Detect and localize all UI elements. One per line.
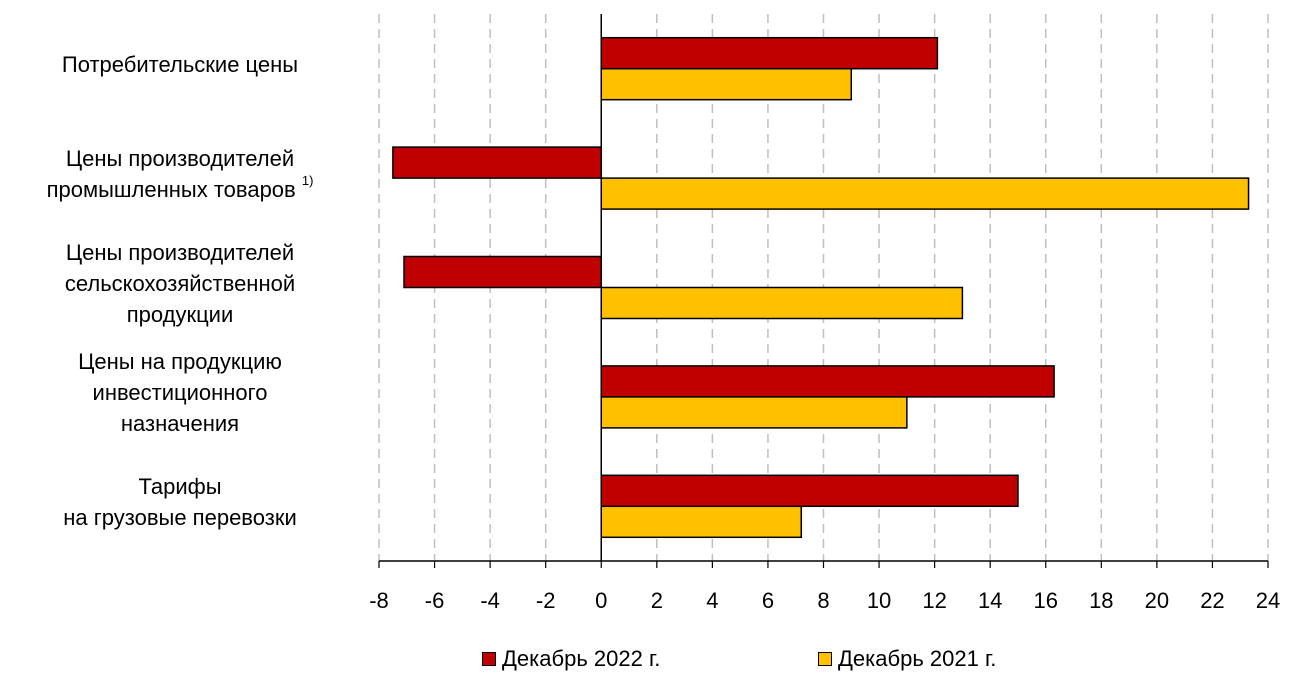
x-tick-label: -6 [425, 588, 445, 613]
x-tick-label: 10 [867, 588, 891, 613]
category-label-line: Цены производителей [65, 240, 295, 265]
x-tick-label: 22 [1200, 588, 1224, 613]
x-tick-label: -8 [369, 588, 389, 613]
category-label-line: Цены на продукцию [78, 349, 282, 375]
category-label-line: продукции [126, 302, 234, 327]
bar-dec-2021 [600, 177, 1250, 210]
legend-swatch-dec-2021 [818, 652, 832, 666]
category-label-line: Тарифы [138, 474, 222, 500]
bar-dec-2022 [600, 474, 1019, 508]
x-tick-label: 12 [922, 588, 946, 613]
legend-swatch-dec-2022 [482, 652, 496, 666]
bar-dec-2021 [600, 396, 908, 429]
x-tick-label: 8 [817, 588, 829, 613]
category-label: Цены производителей сельскохозяйственной п… [0, 237, 360, 330]
legend-item-dec-2022: Декабрь 2022 г. [482, 644, 660, 674]
category-label-line: Цены производителей [65, 146, 295, 172]
x-tick-label: 24 [1256, 588, 1280, 613]
x-tick-label: 14 [978, 588, 1002, 613]
category-label: Потребительские цены [0, 49, 360, 80]
bar-dec-2022 [600, 36, 939, 70]
category-label: Тарифы на грузовые перевозки [0, 471, 360, 533]
bar-chart: -8 -6 -4 -2 0 2 4 6 8 10 12 14 16 18 20 22 24 [369, 14, 1280, 613]
category-label-line: назначения [120, 411, 240, 437]
legend-label-dec-2021: Декабрь 2021 г. [838, 646, 997, 671]
x-tick-label: 6 [762, 588, 774, 613]
x-tick-label: 2 [651, 588, 663, 613]
x-tick-label: 18 [1089, 588, 1113, 613]
bar-dec-2021 [600, 286, 964, 320]
axes [378, 14, 1269, 568]
tick-labels: -8 -6 -4 -2 0 2 4 6 8 10 12 14 16 18 20 22 24 [369, 588, 1280, 613]
x-tick-label: 0 [595, 588, 607, 613]
bar-dec-2021 [600, 67, 853, 101]
category-label: Цены на продукцию инвестиционного назначен… [0, 346, 360, 439]
x-tick-label: -2 [536, 588, 556, 613]
category-label-line: Потребительские цены [61, 52, 299, 78]
legend-label-dec-2022: Декабрь 2022 г. [502, 646, 661, 671]
bar-dec-2022 [600, 365, 1055, 398]
bars [392, 36, 1250, 539]
bar-dec-2022 [392, 146, 602, 179]
category-label-line: сельскохозяйственной [64, 271, 296, 296]
bar-dec-2021 [600, 505, 803, 539]
legend-item-dec-2021: Декабрь 2021 г. [818, 644, 996, 674]
category-label-line: на грузовые перевозки [63, 505, 297, 531]
x-tick-label: 20 [1145, 588, 1169, 613]
category-label-line: промышленных товаров 1) [46, 173, 314, 203]
x-tick-label: 16 [1034, 588, 1058, 613]
footnote-marker: 1) [301, 173, 314, 189]
x-tick-label: 4 [706, 588, 718, 613]
category-label-line: инвестиционного [92, 380, 268, 406]
x-tick-label: -4 [480, 588, 500, 613]
bar-dec-2022 [403, 255, 602, 289]
legend: Декабрь 2022 г. Декабрь 2021 г. [0, 644, 1293, 680]
category-label: Цены производителей промышленных товаров … [0, 143, 360, 205]
